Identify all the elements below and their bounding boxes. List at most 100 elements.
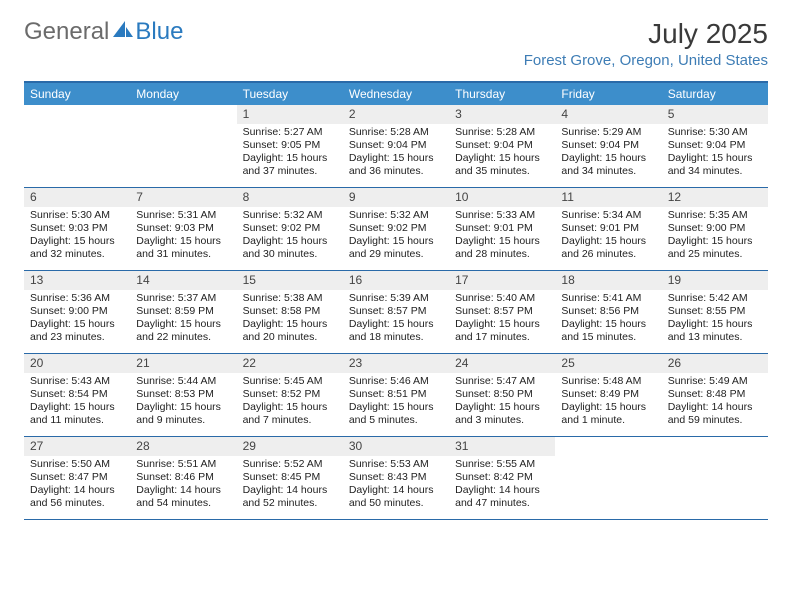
day-sunrise: Sunrise: 5:27 AM <box>243 126 337 139</box>
day-dl2: and 7 minutes. <box>243 414 337 427</box>
day-details: Sunrise: 5:51 AMSunset: 8:46 PMDaylight:… <box>130 458 236 511</box>
day-sunset: Sunset: 9:03 PM <box>136 222 230 235</box>
day-sunrise: Sunrise: 5:29 AM <box>561 126 655 139</box>
day-number: 8 <box>237 188 343 207</box>
day-sunrise: Sunrise: 5:38 AM <box>243 292 337 305</box>
day-details: Sunrise: 5:39 AMSunset: 8:57 PMDaylight:… <box>343 292 449 345</box>
calendar-day: 5Sunrise: 5:30 AMSunset: 9:04 PMDaylight… <box>662 105 768 187</box>
day-dl2: and 59 minutes. <box>668 414 762 427</box>
calendar-day: 29 Sunrise: 5:52 AMSunset: 8:45 PMDayligh… <box>237 437 343 519</box>
calendar-day: 1Sunrise: 5:27 AMSunset: 9:05 PMDaylight… <box>237 105 343 187</box>
calendar-day: 12Sunrise: 5:35 AMSunset: 9:00 PMDayligh… <box>662 188 768 270</box>
day-dl1: Daylight: 14 hours <box>349 484 443 497</box>
day-sunset: Sunset: 8:53 PM <box>136 388 230 401</box>
day-dl2: and 5 minutes. <box>349 414 443 427</box>
day-dl1: Daylight: 15 hours <box>349 235 443 248</box>
day-sunset: Sunset: 9:00 PM <box>30 305 124 318</box>
day-number: 13 <box>24 271 130 290</box>
day-dl2: and 23 minutes. <box>30 331 124 344</box>
day-details: Sunrise: 5:31 AMSunset: 9:03 PMDaylight:… <box>130 209 236 262</box>
day-sunset: Sunset: 8:55 PM <box>668 305 762 318</box>
day-sunrise: Sunrise: 5:31 AM <box>136 209 230 222</box>
logo-text-gray: General <box>24 18 109 46</box>
day-dl2: and 34 minutes. <box>561 165 655 178</box>
day-sunrise: Sunrise: 5:52 AM <box>243 458 337 471</box>
logo: General Blue <box>24 18 183 46</box>
day-dl2: and 25 minutes. <box>668 248 762 261</box>
day-sunrise: Sunrise: 5:46 AM <box>349 375 443 388</box>
day-details: Sunrise: 5:48 AMSunset: 8:49 PMDaylight:… <box>555 375 661 428</box>
day-number: 30 <box>343 437 449 456</box>
day-sunrise: Sunrise: 5:48 AM <box>561 375 655 388</box>
day-dl2: and 54 minutes. <box>136 497 230 510</box>
month-title: July 2025 <box>524 18 768 50</box>
day-dl2: and 47 minutes. <box>455 497 549 510</box>
day-dl2: and 22 minutes. <box>136 331 230 344</box>
day-dl1: Daylight: 15 hours <box>561 401 655 414</box>
day-details: Sunrise: 5:30 AMSunset: 9:04 PMDaylight:… <box>662 126 768 179</box>
day-number: 29 <box>237 437 343 456</box>
weekday-header: Saturday <box>662 83 768 105</box>
calendar-day: 24Sunrise: 5:47 AMSunset: 8:50 PMDayligh… <box>449 354 555 436</box>
calendar-day <box>662 437 768 519</box>
day-dl2: and 36 minutes. <box>349 165 443 178</box>
day-sunset: Sunset: 9:02 PM <box>349 222 443 235</box>
day-sunrise: Sunrise: 5:53 AM <box>349 458 443 471</box>
day-dl2: and 34 minutes. <box>668 165 762 178</box>
calendar-day: 13Sunrise: 5:36 AMSunset: 9:00 PMDayligh… <box>24 271 130 353</box>
calendar-day <box>24 105 130 187</box>
page-header: General Blue July 2025 Forest Grove, Ore… <box>0 0 792 75</box>
day-sunrise: Sunrise: 5:36 AM <box>30 292 124 305</box>
day-dl1: Daylight: 15 hours <box>243 235 337 248</box>
day-sunset: Sunset: 8:48 PM <box>668 388 762 401</box>
calendar-day: 31Sunrise: 5:55 AMSunset: 8:42 PMDayligh… <box>449 437 555 519</box>
day-dl1: Daylight: 15 hours <box>243 152 337 165</box>
day-dl2: and 32 minutes. <box>30 248 124 261</box>
day-dl1: Daylight: 14 hours <box>30 484 124 497</box>
logo-sail-icon <box>112 17 134 45</box>
day-sunrise: Sunrise: 5:28 AM <box>349 126 443 139</box>
day-details: Sunrise: 5:30 AMSunset: 9:03 PMDaylight:… <box>24 209 130 262</box>
day-sunset: Sunset: 9:04 PM <box>349 139 443 152</box>
day-number: 1 <box>237 105 343 124</box>
calendar-day: 7Sunrise: 5:31 AMSunset: 9:03 PMDaylight… <box>130 188 236 270</box>
day-details: Sunrise: 5:52 AMSunset: 8:45 PMDaylight:… <box>237 458 343 511</box>
day-dl1: Daylight: 15 hours <box>243 401 337 414</box>
day-dl1: Daylight: 15 hours <box>455 152 549 165</box>
day-dl2: and 3 minutes. <box>455 414 549 427</box>
day-sunset: Sunset: 9:01 PM <box>561 222 655 235</box>
location-text: Forest Grove, Oregon, United States <box>524 52 768 69</box>
day-details: Sunrise: 5:47 AMSunset: 8:50 PMDaylight:… <box>449 375 555 428</box>
day-sunrise: Sunrise: 5:44 AM <box>136 375 230 388</box>
day-dl1: Daylight: 15 hours <box>668 235 762 248</box>
day-dl1: Daylight: 15 hours <box>136 318 230 331</box>
day-sunrise: Sunrise: 5:30 AM <box>30 209 124 222</box>
day-dl2: and 52 minutes. <box>243 497 337 510</box>
day-details: Sunrise: 5:45 AMSunset: 8:52 PMDaylight:… <box>237 375 343 428</box>
calendar-day: 21Sunrise: 5:44 AMSunset: 8:53 PMDayligh… <box>130 354 236 436</box>
day-dl1: Daylight: 15 hours <box>561 152 655 165</box>
day-sunset: Sunset: 9:03 PM <box>30 222 124 235</box>
day-sunrise: Sunrise: 5:34 AM <box>561 209 655 222</box>
calendar-day <box>555 437 661 519</box>
day-dl1: Daylight: 14 hours <box>243 484 337 497</box>
day-number: 4 <box>555 105 661 124</box>
day-dl2: and 29 minutes. <box>349 248 443 261</box>
day-sunrise: Sunrise: 5:51 AM <box>136 458 230 471</box>
calendar-day: 11Sunrise: 5:34 AMSunset: 9:01 PMDayligh… <box>555 188 661 270</box>
calendar-day: 9Sunrise: 5:32 AMSunset: 9:02 PMDaylight… <box>343 188 449 270</box>
day-number: 6 <box>24 188 130 207</box>
calendar-day: 4Sunrise: 5:29 AMSunset: 9:04 PMDaylight… <box>555 105 661 187</box>
day-dl1: Daylight: 15 hours <box>668 152 762 165</box>
day-dl2: and 50 minutes. <box>349 497 443 510</box>
day-details: Sunrise: 5:28 AMSunset: 9:04 PMDaylight:… <box>449 126 555 179</box>
day-number: 25 <box>555 354 661 373</box>
day-sunrise: Sunrise: 5:32 AM <box>243 209 337 222</box>
calendar-day: 14Sunrise: 5:37 AMSunset: 8:59 PMDayligh… <box>130 271 236 353</box>
day-number: 20 <box>24 354 130 373</box>
day-sunset: Sunset: 8:51 PM <box>349 388 443 401</box>
day-number: 21 <box>130 354 236 373</box>
weekday-header: Sunday <box>24 83 130 105</box>
day-dl2: and 13 minutes. <box>668 331 762 344</box>
day-details: Sunrise: 5:42 AMSunset: 8:55 PMDaylight:… <box>662 292 768 345</box>
